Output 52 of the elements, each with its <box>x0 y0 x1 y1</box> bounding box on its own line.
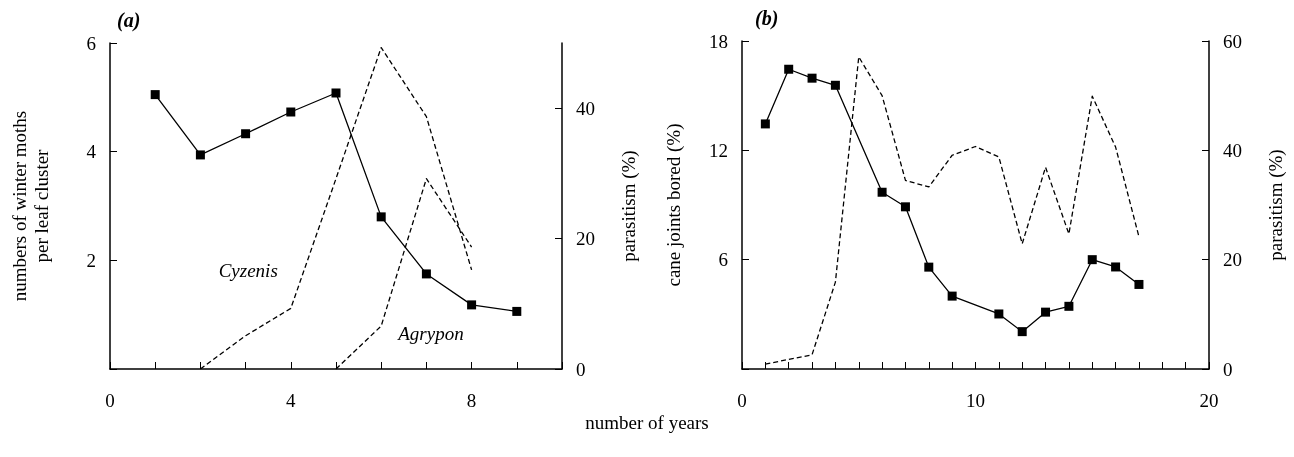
x-tick-label: 20 <box>1199 390 1219 411</box>
y-tick-label: 4 <box>86 141 97 163</box>
x-tick-label: 0 <box>737 390 747 411</box>
x-axis-title: number of years <box>584 412 710 434</box>
point <box>467 300 477 310</box>
chart-title: (a) <box>117 9 141 32</box>
point <box>784 64 794 74</box>
series-label: Agrypon <box>396 323 464 345</box>
y2-tick-label: 20 <box>1223 249 1242 271</box>
point <box>947 291 957 301</box>
y-axis-title: numbers of winter moths per leaf cluster <box>8 110 52 302</box>
point <box>1087 255 1097 265</box>
y2-tick-label: 60 <box>1223 30 1242 52</box>
point <box>760 119 770 129</box>
y2-tick-label: 40 <box>576 97 595 119</box>
point <box>994 309 1004 319</box>
point <box>241 129 251 139</box>
y2-axis-title: parasitism (%) <box>617 150 640 262</box>
point <box>1041 307 1051 317</box>
point <box>924 262 934 272</box>
point <box>830 80 840 90</box>
x-tick-label: 0 <box>105 390 115 411</box>
y2-tick-label: 0 <box>576 358 586 380</box>
x-tick-label: 4 <box>286 390 297 411</box>
y-tick-label: 2 <box>86 249 96 271</box>
x-tick-label: 8 <box>466 390 477 411</box>
point <box>1064 301 1074 311</box>
y2-tick-label: 0 <box>1223 358 1233 380</box>
point <box>421 269 431 279</box>
point <box>512 306 522 316</box>
y-tick-label: 6 <box>718 249 728 271</box>
y2-tick-label: 20 <box>576 228 595 250</box>
y2-tick-label: 40 <box>1223 139 1242 161</box>
y-tick-label: 18 <box>709 30 728 52</box>
y-axis-title: cane joints bored (%) <box>662 123 685 287</box>
chart-title: (b) <box>755 7 779 30</box>
point <box>195 150 205 160</box>
point <box>1017 327 1027 337</box>
series-label: Cyzenis <box>218 259 278 281</box>
point <box>376 212 386 222</box>
point <box>807 73 817 83</box>
y-tick-label: 6 <box>86 32 96 54</box>
y2-axis-title: parasitism (%) <box>1264 149 1287 261</box>
point <box>877 187 887 197</box>
point <box>150 90 160 100</box>
x-tick-label: 10 <box>966 390 985 411</box>
point <box>1111 262 1121 272</box>
y-tick-label: 12 <box>709 139 728 161</box>
point <box>286 107 296 117</box>
point <box>900 202 910 212</box>
point <box>331 88 341 98</box>
point <box>1134 279 1144 289</box>
